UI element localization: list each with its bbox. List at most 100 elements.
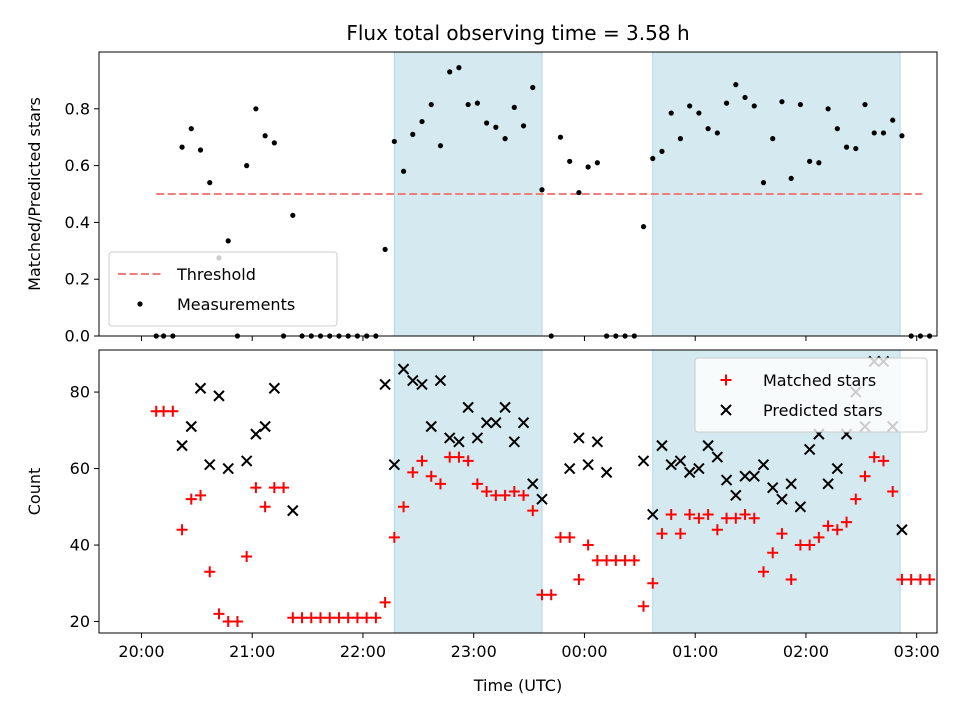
matched-point [841,516,853,528]
matched-point [434,478,446,490]
matched-point [591,554,603,566]
predicted-point [213,390,225,402]
bottom-panel-counts: 20:00 21:00 22:00 23:00 00:00 01:00 02:00 03:00… [25,349,940,661]
matched-point [573,573,585,585]
measurement-point [668,110,674,116]
matched-point [831,524,843,536]
matched-point [416,455,428,467]
predicted-point [896,524,908,536]
matched-point [407,466,419,478]
predicted-point [480,416,493,429]
measurement-point [437,143,444,149]
matched-point [213,608,225,620]
measurement-point [677,136,684,142]
measurement-point [290,212,296,218]
y-tick-label: 40 [70,536,90,555]
measurement-point [511,104,517,110]
predicted-point [287,504,299,517]
y-tick-label: 80 [70,383,90,402]
matched-point [259,501,271,513]
measurement-point [271,140,277,146]
matched-point [518,489,530,501]
plot-frame [98,51,938,337]
predicted-point [647,508,659,521]
matched-point [554,531,566,543]
matched-point [342,612,354,624]
measurement-point [714,130,720,136]
matched-point [351,612,363,624]
predicted-point [185,420,197,433]
predicted-point [711,451,724,463]
measurement-point [576,189,582,196]
matched-point [176,524,188,536]
matched-point [711,524,723,536]
measurement-point [197,147,204,153]
measurement-point [825,106,831,112]
measurement-point [419,118,425,125]
legend-plus-swatch [720,374,732,386]
measurement-point [207,180,213,186]
matched-point [462,455,474,467]
matched-point [278,482,290,494]
predicted-point [204,459,216,471]
y-axis-label: Matched/Predicted stars [25,97,44,291]
legend-dot-swatch [137,301,143,307]
measurement-point [428,101,434,108]
predicted-point [822,478,834,490]
measurement-point [871,130,877,136]
predicted-point [425,420,437,433]
predicted-point [582,459,594,471]
matched-point [905,573,917,585]
matched-point [730,512,742,524]
measurement-point [391,138,397,145]
predicted-point [665,459,677,471]
measurement-point [742,94,748,101]
matched-point [628,554,640,566]
matched-point [564,531,576,543]
measurement-point [640,224,647,230]
predicted-point [407,374,419,387]
predicted-point [517,416,530,429]
measurement-point [834,126,840,132]
matched-point [638,600,650,612]
matched-point [914,573,926,585]
predicted-point [785,478,797,490]
x-tick-label: 21:00 [229,642,275,661]
matched-point [785,573,797,585]
matched-point [167,405,179,417]
measurement-point [733,82,739,88]
predicted-point [600,466,613,479]
top-panel-ratio: 0.0 0.2 0.4 0.6 0.8 Matched/Predicted stars Th… [25,51,938,346]
measurement-point [696,110,702,116]
matched-point [757,566,769,578]
legend-x-swatch [720,404,732,416]
matched-point [453,451,465,463]
legend-label: Measurements [177,295,295,314]
x-tick-label: 00:00 [561,642,607,661]
predicted-point [748,470,760,482]
matched-point [813,531,825,543]
matched-point [859,470,871,482]
series-matched-stars [150,405,936,628]
matched-point [924,573,936,585]
matched-point [250,482,262,494]
measurement-point [723,100,730,106]
predicted-point [702,439,714,452]
x-tick-label: 03:00 [894,642,940,661]
measurement-point [816,160,822,166]
matched-point [850,493,862,505]
measurement-point [225,238,231,244]
observing-span [394,350,542,633]
matched-point [877,455,889,467]
measurement-point [253,106,259,112]
measurement-point [807,158,813,164]
legend: Matched stars Predicted stars [694,357,928,433]
legend-label: Matched stars [763,371,876,390]
matched-point [287,612,299,624]
matched-point [693,512,705,524]
matched-point [748,512,760,524]
predicted-point [508,436,521,448]
measurement-point [244,163,250,169]
measurement-point [890,117,896,123]
